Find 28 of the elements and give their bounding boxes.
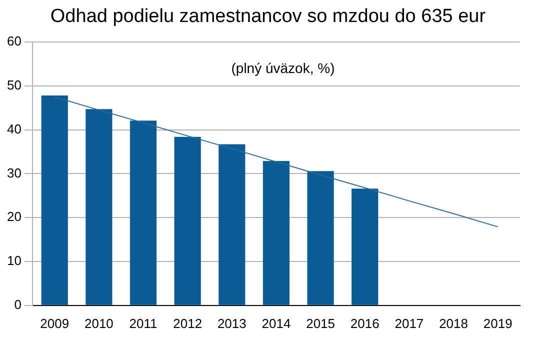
y-tick-label: 50 [6,77,22,92]
x-tick-label: 2011 [129,316,158,331]
y-tick-label: 40 [6,121,22,136]
y-tick-label: 10 [6,253,22,268]
x-tick-label: 2009 [40,316,70,331]
x-tick-label: 2019 [483,316,512,331]
y-tick-label: 60 [6,34,22,49]
bar [41,96,68,305]
bar [352,188,378,305]
x-tick-label: 2017 [394,316,424,331]
x-tick-label: 2010 [84,316,114,331]
bar [130,120,157,305]
x-tick-label: 2018 [439,316,468,331]
y-tick-label: 0 [14,296,22,312]
bar [218,144,246,305]
x-tick-label: 2016 [350,316,380,331]
y-tick-label: 30 [6,165,22,180]
x-tick-label: 2013 [217,316,246,331]
bar [307,171,334,305]
bar [174,136,201,305]
bar [86,109,112,305]
chart-title: Odhad podielu zamestnancov so mzdou do 635 eur [49,6,487,28]
x-tick-label: 2015 [306,316,336,331]
text: (plný úväzok, %) [230,60,336,76]
bar [262,160,290,305]
x-tick-label: 2014 [262,316,291,331]
y-tick-label: 20 [6,209,22,224]
x-tick-label: 2012 [173,316,202,331]
